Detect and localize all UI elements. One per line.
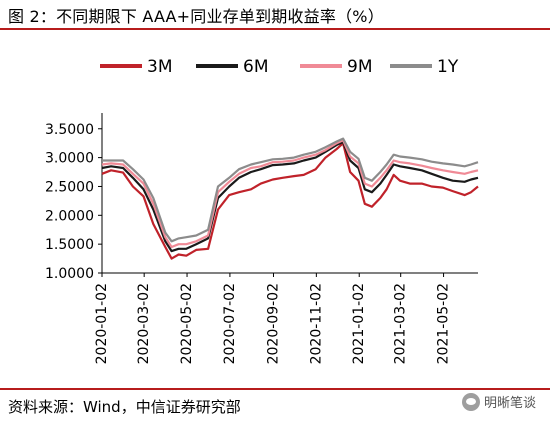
y-axis: 1.0000 1.5000 2.0000 2.5000 3.0000 3.5000 [45,113,103,282]
x-tick-label: 2020-03-02 [136,283,152,364]
wechat-logo-icon [461,392,480,411]
brand-name: 明晰笔谈 [483,396,536,411]
series-line-3m [101,142,479,260]
chart-canvas: 3M 6M 9M 1Y 1.0000 1.5000 2.0000 2.5000 3.0000 3… [45,57,479,364]
plot-area [101,137,479,260]
x-axis: 2020-01-02 2020-03-02 2020-05-02 2020-07-02… [94,272,478,364]
legend: 3M 6M 9M 1Y [100,57,459,77]
y-tick-label: 2.5000 [45,179,94,195]
y-tick-label: 2.0000 [45,208,94,224]
legend-label-9m: 9M [347,57,372,77]
x-tick-label: 2021-05-02 [436,283,452,364]
legend-label-6m: 6M [243,57,268,77]
x-tick-label: 2020-11-02 [308,283,324,364]
y-tick-label: 1.5000 [45,237,94,253]
series-line-6m [101,140,479,253]
legend-label-1y: 1Y [437,57,459,77]
y-tick-label: 3.0000 [45,151,94,167]
series-line-9m [101,139,479,249]
x-tick-label: 2020-01-02 [94,283,110,364]
y-tick-label: 3.5000 [45,122,94,138]
top-divider [0,28,550,30]
legend-label-3m: 3M [147,57,172,77]
source-note: 资料来源：Wind，中信证券研究部 [8,398,241,416]
y-tick-label: 1.0000 [45,266,94,282]
x-tick-label: 2021-03-02 [393,283,409,364]
x-tick-label: 2020-09-02 [265,283,281,364]
x-tick-label: 2020-05-02 [179,283,195,364]
x-tick-label: 2021-01-02 [351,283,367,364]
chart-title: 图 2：不同期限下 AAA+同业存单到期收益率（%） [8,7,384,26]
bottom-divider [0,388,550,390]
brand-mark: 明晰笔谈 [461,392,536,411]
x-tick-label: 2020-07-02 [222,283,238,364]
series-line-1y [102,137,479,243]
